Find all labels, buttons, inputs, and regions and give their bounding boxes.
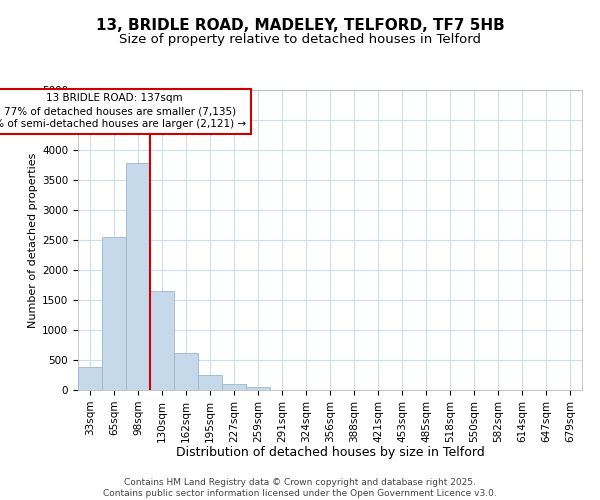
X-axis label: Distribution of detached houses by size in Telford: Distribution of detached houses by size … (176, 446, 484, 459)
Bar (126, 163, 150, 390)
Bar (150, 291, 174, 390)
Bar (174, 352, 198, 390)
Bar (246, 387, 270, 390)
Text: 13, BRIDLE ROAD, MADELEY, TELFORD, TF7 5HB: 13, BRIDLE ROAD, MADELEY, TELFORD, TF7 5… (95, 18, 505, 32)
Bar (198, 375, 222, 390)
Y-axis label: Number of detached properties: Number of detached properties (28, 152, 38, 328)
Text: 13 BRIDLE ROAD: 137sqm
← 77% of detached houses are smaller (7,135)
23% of semi-: 13 BRIDLE ROAD: 137sqm ← 77% of detached… (0, 93, 247, 130)
Bar (102, 237, 126, 390)
Bar (78, 367, 102, 390)
Text: Size of property relative to detached houses in Telford: Size of property relative to detached ho… (119, 32, 481, 46)
Bar (222, 384, 246, 390)
Text: Contains HM Land Registry data © Crown copyright and database right 2025.
Contai: Contains HM Land Registry data © Crown c… (103, 478, 497, 498)
